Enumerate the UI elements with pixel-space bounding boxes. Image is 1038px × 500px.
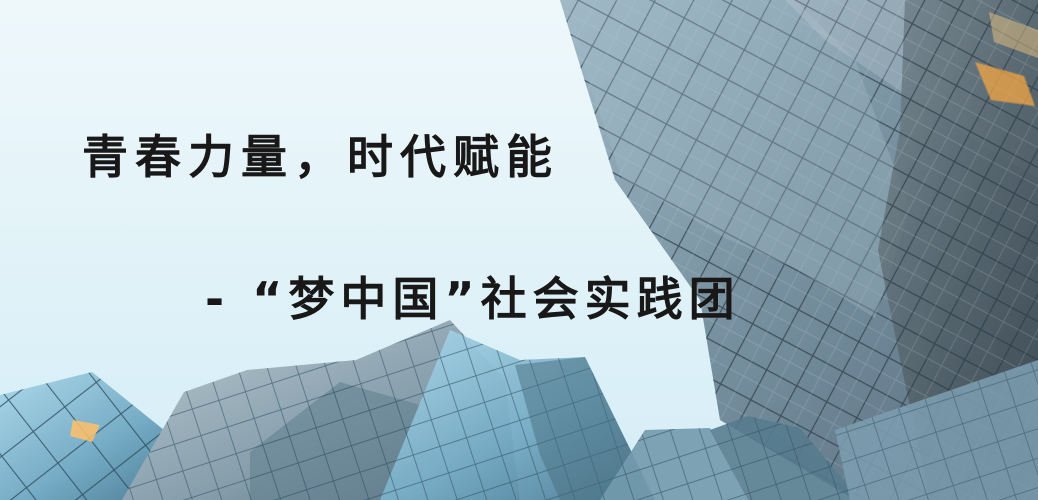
subheadline: - “梦中国”社会实践团 <box>205 272 741 326</box>
headline: 青春力量，时代赋能 <box>82 130 559 184</box>
